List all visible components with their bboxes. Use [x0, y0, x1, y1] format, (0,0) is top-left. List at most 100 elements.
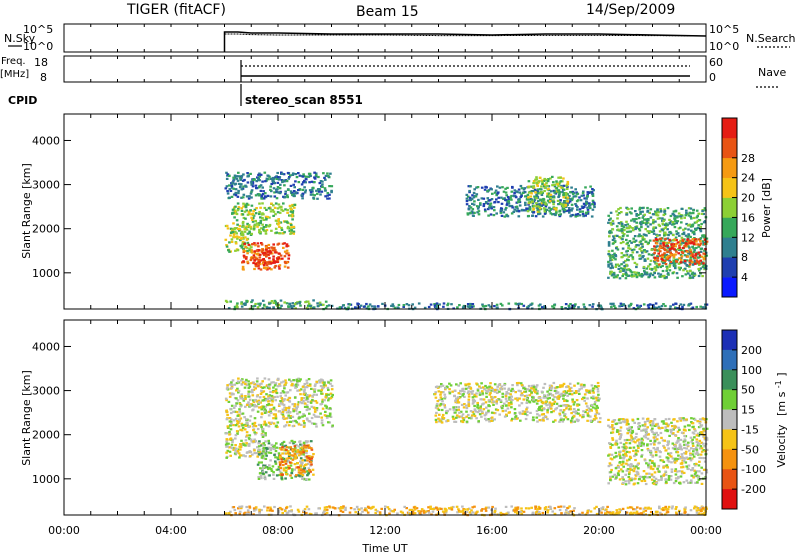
power-cell	[607, 263, 610, 266]
power-cell	[688, 223, 691, 226]
power-cell	[516, 207, 519, 210]
power-cell	[668, 248, 671, 251]
power-cell	[563, 200, 566, 203]
power-cell	[624, 277, 628, 280]
velocity-cell	[285, 473, 288, 476]
velocity-cell	[238, 456, 241, 459]
velocity-cell	[269, 506, 272, 509]
power-cell	[499, 302, 503, 305]
power-cell	[677, 252, 680, 255]
velocity-cell	[267, 395, 270, 398]
date-label: 14/Sep/2009	[586, 2, 675, 18]
velocity-cell	[473, 395, 476, 398]
velocity-cell	[338, 507, 342, 510]
velocity-cell	[538, 513, 541, 516]
velocity-cell	[453, 406, 457, 409]
power-cell	[294, 307, 297, 310]
velocity-cell	[319, 403, 322, 406]
power-cell	[238, 236, 241, 239]
velocity-cell	[521, 394, 524, 397]
power-cell	[617, 228, 620, 231]
power-cell	[311, 186, 315, 189]
power-cell	[274, 251, 277, 254]
velocity-cell	[285, 512, 289, 515]
velocity-cell	[595, 411, 599, 414]
velocity-cell	[487, 418, 490, 421]
velocity-cell	[568, 387, 572, 391]
power-cell	[681, 241, 684, 244]
power-cell	[234, 241, 238, 244]
power-cell	[267, 174, 270, 177]
power-cell	[481, 305, 485, 308]
power-cell	[618, 235, 621, 239]
power-cell	[515, 190, 518, 193]
power-cell	[261, 186, 264, 189]
velocity-cell	[249, 455, 252, 458]
velocity-cell	[359, 512, 363, 515]
power-cell	[475, 193, 479, 196]
power-cell	[626, 230, 629, 233]
power-cell	[645, 218, 648, 221]
velocity-cell	[568, 382, 572, 385]
velocity-cell	[450, 508, 454, 511]
power-cell	[267, 253, 270, 256]
power-cell	[526, 207, 529, 210]
velocity-cell	[441, 384, 445, 387]
power-cell	[553, 304, 556, 307]
power-cell	[244, 206, 248, 209]
power-cell	[541, 203, 545, 206]
power-cell	[623, 304, 626, 307]
power-cell	[495, 303, 499, 306]
velocity-cell	[571, 398, 574, 401]
velocity-cell	[549, 387, 553, 390]
power-cell	[297, 189, 300, 192]
velocity-cell	[325, 508, 329, 511]
power-cell	[496, 306, 499, 309]
velocity-cell	[245, 378, 248, 381]
power-cell	[654, 220, 657, 223]
velocity-cell	[503, 387, 506, 390]
velocity-cell	[320, 378, 323, 381]
power-cell	[691, 225, 694, 228]
power-cell	[672, 233, 675, 237]
power-cell	[679, 266, 682, 269]
velocity-cell	[238, 510, 242, 513]
velocity-cell	[519, 419, 522, 422]
velocity-cell	[289, 505, 292, 508]
velocity-cell	[467, 395, 471, 398]
velocity-cell	[284, 462, 288, 465]
power-cell	[291, 205, 295, 208]
power-cell	[562, 194, 565, 197]
velocity-cell	[231, 440, 234, 444]
power-cell	[558, 213, 561, 216]
power-cell	[656, 249, 659, 252]
power-cell	[280, 228, 284, 231]
velocity-cell	[302, 509, 306, 512]
power-cell	[234, 249, 237, 252]
power-cell	[643, 213, 646, 216]
velocity-cell	[436, 386, 440, 389]
velocity-cell	[510, 395, 513, 398]
power-cell	[621, 274, 624, 278]
power-cell	[259, 184, 263, 187]
power-cell	[659, 208, 662, 211]
power-cell	[291, 191, 294, 194]
velocity-cell	[374, 511, 377, 514]
power-cell	[549, 196, 552, 200]
power-cell	[243, 228, 247, 231]
power-cell	[225, 177, 229, 180]
velocity-cell	[564, 512, 567, 515]
velocity-cell	[230, 384, 233, 387]
velocity-cell	[310, 447, 313, 450]
power-cell	[675, 239, 678, 242]
velocity-cell	[462, 406, 466, 409]
power-cell	[625, 220, 628, 223]
power-cell	[519, 195, 523, 199]
power-cell	[230, 195, 234, 198]
power-cell	[303, 179, 306, 182]
velocity-cell	[482, 408, 486, 411]
power-cell	[471, 208, 475, 211]
velocity-cell	[472, 413, 476, 416]
velocity-cell	[518, 397, 521, 400]
power-cell	[586, 206, 589, 209]
